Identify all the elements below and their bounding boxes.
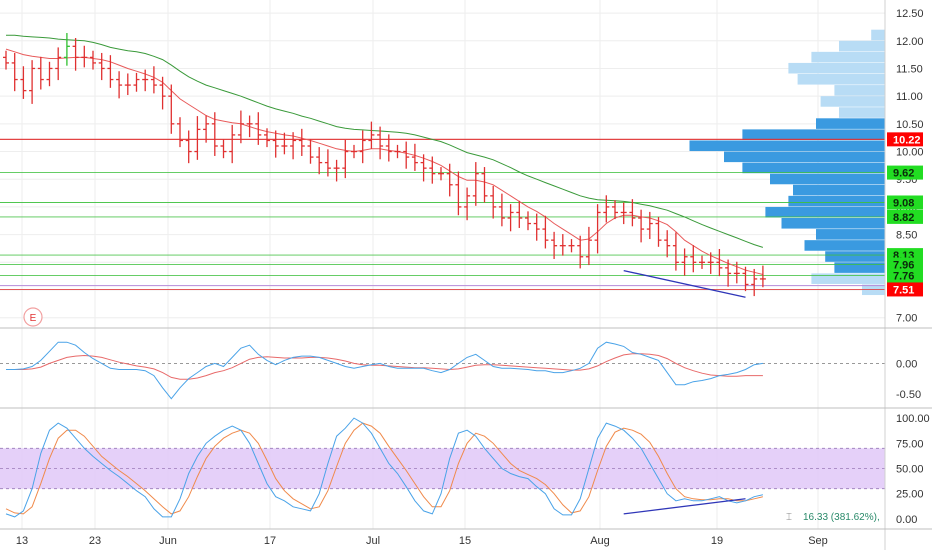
moving-averages [5,34,764,275]
x-tick-label: Aug [590,535,610,547]
price-tag [887,282,923,297]
y-tick-label: -0.50 [896,389,921,401]
y-tick-label: 0.00 [896,514,917,526]
volume-profile-row [765,206,885,218]
y-tick-label: 11.50 [896,63,923,75]
volume-profile-row [871,29,885,41]
x-tick-label: 13 [16,535,28,547]
ohlc-bars [3,33,766,298]
volume-profile-row [781,218,885,229]
x-tick-label: 23 [89,535,101,547]
y-tick-label: 12.00 [896,36,924,48]
price-tag [887,209,923,224]
price-tag-label: 8.82 [893,212,914,224]
x-tick-label: 15 [459,535,471,547]
stoch-k-line [5,417,764,518]
volume-profile-row [811,273,885,284]
price-tag-label: 10.22 [893,134,921,146]
price-tag-label: 9.62 [893,168,914,180]
price-tag-label: 9.08 [893,197,914,209]
price-lines [0,138,885,290]
volume-profile [689,29,885,296]
earnings-marker-icon[interactable] [23,307,43,327]
price-tag [887,268,923,283]
price-tag-label: 7.51 [893,284,914,296]
price-tag [887,165,923,180]
x-tick-label: Jun [159,535,177,547]
x-tick-label: Sep [808,535,828,547]
x-tick-labels: 13 23 Jun 17 Jul 15 Aug 19 Sep [16,535,828,547]
marker[interactable]: E [23,307,43,327]
price-tag-label: 7.76 [893,271,914,283]
oscillator-1 [0,341,885,400]
volume-profile-row [804,240,885,251]
price-tag [887,195,923,210]
ema-fast-line [5,48,764,275]
y-tick-label: 100.00 [896,413,930,425]
divergence-line-stoch [623,498,746,515]
volume-profile-row [742,162,885,174]
volume-profile-row [797,74,885,85]
y-tick-label: 25.00 [896,489,924,501]
volume-profile-row [839,107,885,118]
x-tick-label: 19 [711,535,723,547]
volume-profile-row [788,62,885,74]
ema-slow-line [6,34,764,248]
volume-profile-row [689,140,885,152]
volume-profile-row [788,195,885,207]
volume-profile-row [820,96,885,107]
volume-profile-row [816,229,885,240]
oscillator-fast-line [6,341,763,400]
stoch-band [0,448,885,489]
volume-profile-row [839,40,885,52]
divergence-line-price [623,269,746,298]
y-tick-label: 12.50 [896,8,924,20]
x-tick-label: Jul [366,535,380,547]
readout-icon: ⌶ [786,512,792,523]
y-tick-label: 7.00 [896,313,917,325]
volume-profile-row [825,251,885,262]
stoch-d-line [5,422,764,515]
volume-profile-row [834,262,885,273]
earnings-marker-label: E [30,313,37,324]
price-tag-label: 7.96 [893,260,914,272]
volume-profile-row [811,51,885,63]
y-tick-label: 50.00 [896,464,924,476]
price-tags: 10.229.629.088.828.137.967.767.51 [887,132,923,297]
volume-profile-row [724,151,885,163]
y-tick-label: 0.00 [896,358,917,370]
y-tick-label: 11.00 [896,91,923,103]
y-tick-label: 10.00 [896,147,924,159]
readout-value: 16.33 (381.62%), [803,512,880,523]
volume-profile-row [834,85,885,96]
y-tick-label: 8.50 [896,230,917,242]
volume-profile-row [816,118,885,129]
indicator-readout: ⌶ 16.33 (381.62%), [786,512,880,523]
volume-profile-row [770,173,885,185]
price-tag [887,257,923,272]
oscillator-2 [0,417,885,518]
x-tick-label: 17 [264,535,276,547]
y-tick-label: 10.50 [896,119,924,131]
volume-profile-row [742,129,885,140]
y-tick-label: 75.00 [896,438,924,450]
price-tag [887,132,923,147]
volume-profile-row [793,184,885,196]
